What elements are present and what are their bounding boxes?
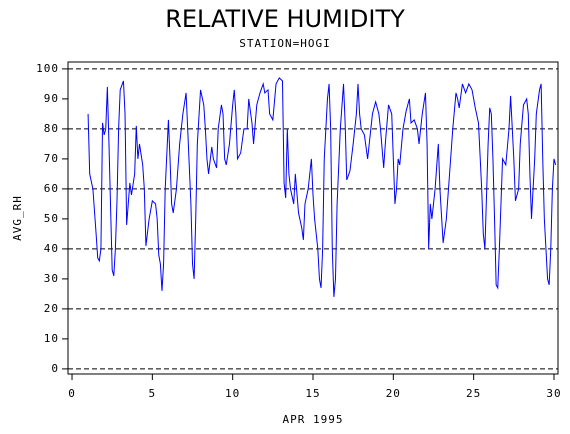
x-axis-label: APR 1995 — [283, 413, 344, 426]
y-tick-label: 80 — [44, 122, 59, 135]
y-tick-label: 20 — [44, 302, 59, 315]
plot-frame — [67, 61, 559, 375]
y-tick-label: 60 — [44, 182, 59, 195]
y-tick-label: 90 — [44, 92, 59, 105]
x-tick-label: 25 — [466, 387, 481, 400]
data-line — [87, 77, 557, 297]
y-tick-label: 10 — [44, 332, 59, 345]
x-tick-label: 10 — [225, 387, 240, 400]
x-tick-label: 15 — [305, 387, 320, 400]
y-axis-label: AVG_RH — [11, 195, 24, 241]
y-tick-label: 70 — [44, 152, 59, 165]
y-tick-label: 30 — [44, 272, 59, 285]
y-tick-label: 40 — [44, 242, 59, 255]
chart-subtitle: STATION=HOGI — [239, 37, 330, 50]
x-tick-label: 0 — [68, 387, 76, 400]
y-tick-label: 100 — [36, 62, 59, 75]
x-tick-label: 20 — [386, 387, 401, 400]
x-tick-label: 30 — [546, 387, 561, 400]
y-tick-label: 50 — [44, 212, 59, 225]
x-tick-label: 5 — [149, 387, 157, 400]
chart-title: RELATIVE HUMIDITY — [165, 5, 405, 33]
y-tick-label: 0 — [51, 362, 59, 375]
